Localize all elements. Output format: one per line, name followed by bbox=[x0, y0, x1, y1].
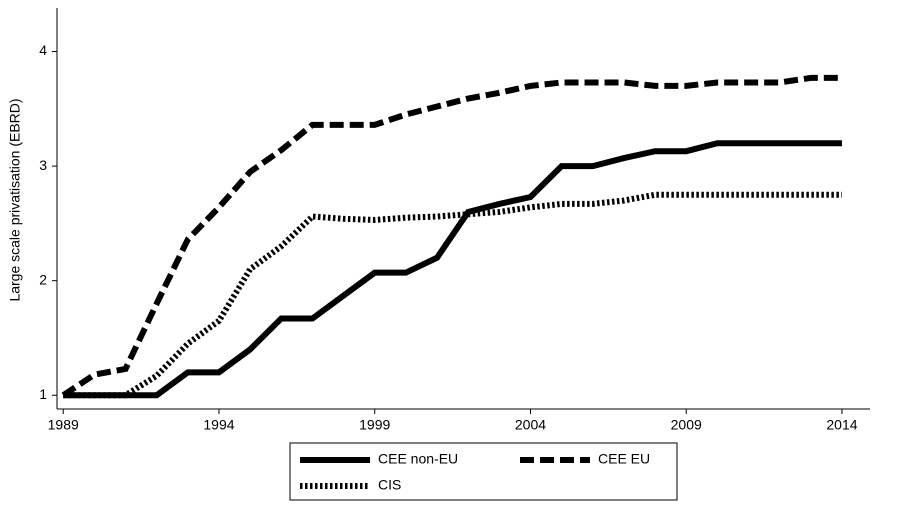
y-tick-label: 1 bbox=[39, 386, 47, 402]
y-axis-label: Large scale privatisation (EBRD) bbox=[7, 98, 23, 301]
legend-box bbox=[289, 442, 678, 501]
y-tick-label: 4 bbox=[39, 42, 47, 58]
y-tick-label: 3 bbox=[39, 157, 47, 173]
x-tick-label: 2004 bbox=[515, 417, 546, 433]
series-line bbox=[63, 191, 842, 399]
legend-label: CEE EU bbox=[598, 451, 650, 467]
x-tick-label: 2009 bbox=[671, 417, 702, 433]
x-tick-label: 1994 bbox=[203, 417, 234, 433]
series-line bbox=[63, 140, 842, 399]
x-tick-label: 1989 bbox=[48, 417, 79, 433]
legend-label: CIS bbox=[378, 477, 401, 493]
legend-label: CEE non-EU bbox=[378, 451, 458, 467]
x-tick-label: 1999 bbox=[359, 417, 390, 433]
x-tick-label: 2014 bbox=[826, 417, 857, 433]
series-line bbox=[61, 74, 842, 398]
y-tick-label: 2 bbox=[39, 271, 47, 287]
